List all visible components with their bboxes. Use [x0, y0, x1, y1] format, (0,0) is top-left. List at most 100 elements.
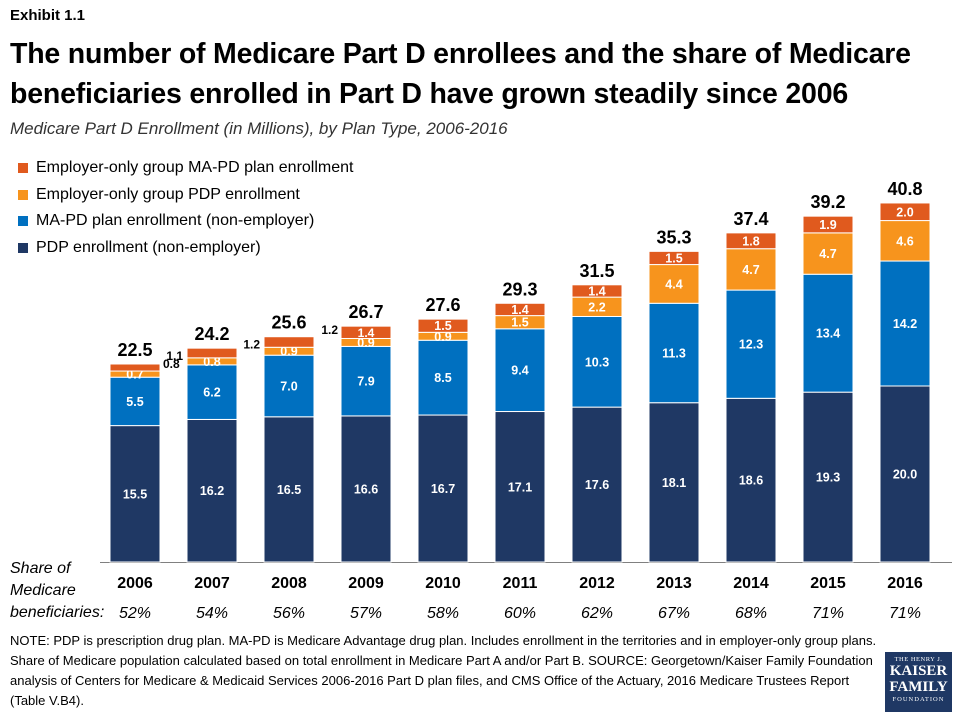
x-tick-label: 2007	[194, 575, 230, 592]
chart-subtitle: Medicare Part D Enrollment (in Millions)…	[10, 119, 508, 138]
total-label: 24.2	[194, 324, 229, 344]
value-label: 0.8	[163, 357, 180, 371]
bar-segment	[494, 302, 546, 317]
bar-segment	[340, 325, 392, 339]
share-value: 71%	[812, 605, 844, 622]
bar-segment	[879, 220, 931, 262]
value-label: 1.1	[166, 349, 183, 363]
share-value: 57%	[350, 605, 382, 622]
x-tick-label: 2010	[425, 575, 461, 592]
legend-swatch	[18, 216, 28, 227]
total-label: 37.4	[733, 209, 768, 229]
legend-item: MA-PD plan enrollment (non-employer)	[18, 208, 353, 235]
total-label: 39.2	[810, 192, 845, 212]
kff-logo: THE HENRY J. KAISER FAMILY FOUNDATION	[885, 652, 952, 712]
share-value: 56%	[273, 605, 305, 622]
value-label: 10.3	[585, 355, 609, 369]
legend: Employer-only group MA-PD plan enrollmen…	[18, 155, 353, 261]
share-value: 62%	[581, 605, 613, 622]
bar-segment	[648, 264, 700, 304]
total-label: 22.5	[117, 340, 152, 360]
value-label: 1.4	[588, 284, 605, 298]
bar-segment	[263, 336, 315, 348]
share-label: Share of Medicare beneficiaries:	[10, 560, 105, 621]
value-label: 18.6	[739, 474, 763, 488]
bar-segment	[494, 328, 546, 413]
value-label: 2.0	[896, 205, 913, 219]
legend-item: Employer-only group MA-PD plan enrollmen…	[18, 155, 353, 182]
value-label: 1.4	[511, 303, 528, 317]
bar-segment	[879, 202, 931, 222]
bar-segment	[725, 232, 777, 250]
legend-swatch	[18, 163, 28, 174]
bar-segment	[494, 411, 546, 563]
value-label: 16.2	[200, 484, 224, 498]
bar-segment	[802, 273, 854, 393]
bar-segment	[417, 414, 469, 563]
x-tick-label: 2009	[348, 575, 384, 592]
bar-segment	[186, 347, 238, 359]
legend-swatch	[18, 242, 28, 253]
value-label: 0.9	[280, 345, 297, 359]
value-label: 1.8	[742, 234, 759, 248]
bar-segment	[879, 260, 931, 387]
value-label: 15.5	[123, 487, 147, 501]
note-source: NOTE: PDP is prescription drug plan. MA-…	[10, 633, 877, 708]
value-label: 4.6	[896, 234, 913, 248]
bar-segment	[417, 339, 469, 416]
value-label: 18.1	[662, 476, 686, 490]
chart-title: The number of Medicare Part D enrollees …	[10, 38, 911, 110]
bar-segment	[725, 289, 777, 399]
total-label: 35.3	[656, 227, 691, 247]
value-label: 1.5	[434, 319, 451, 333]
value-label: 19.3	[816, 471, 840, 485]
value-label: 0.9	[434, 330, 451, 344]
exhibit-label: Exhibit 1.1	[10, 7, 86, 24]
legend-item: Employer-only group PDP enrollment	[18, 182, 353, 209]
bar-segment	[186, 364, 238, 420]
bar-segment	[802, 215, 854, 234]
value-label: 4.7	[819, 247, 836, 261]
bar-segment	[109, 376, 161, 427]
share-value: 68%	[735, 605, 767, 622]
bar-segment	[648, 250, 700, 266]
total-label: 27.6	[425, 295, 460, 315]
x-tick-label: 2006	[117, 575, 153, 592]
value-label: 12.3	[739, 338, 763, 352]
bar-segment	[725, 397, 777, 563]
value-label: 8.5	[434, 371, 451, 385]
value-label: 13.4	[816, 327, 840, 341]
value-label: 1.4	[358, 326, 375, 340]
bar-segment	[109, 425, 161, 563]
value-label: 5.5	[126, 395, 143, 409]
share-value: 58%	[427, 605, 459, 622]
logo-line2a: KAISER	[889, 663, 948, 679]
total-label: 26.7	[348, 302, 383, 322]
value-label: 17.6	[585, 478, 609, 492]
share-value: 67%	[658, 605, 690, 622]
legend-label: PDP enrollment (non-employer)	[36, 238, 261, 256]
value-label: 17.1	[508, 480, 532, 494]
legend-label: Employer-only group PDP enrollment	[36, 185, 300, 203]
total-label: 40.8	[887, 179, 922, 199]
x-tick-label: 2008	[271, 575, 307, 592]
bar-segment	[879, 385, 931, 563]
share-value: 52%	[119, 605, 151, 622]
value-label: 1.5	[665, 251, 682, 265]
bar-segment	[725, 248, 777, 291]
logo-line2b: FAMILY	[889, 679, 948, 695]
bar-segment	[186, 418, 238, 563]
value-label: 1.9	[819, 218, 836, 232]
value-label: 11.3	[662, 347, 686, 361]
value-label: 6.2	[203, 386, 220, 400]
legend-label: Employer-only group MA-PD plan enrollmen…	[36, 159, 354, 177]
x-tick-label: 2013	[656, 575, 692, 592]
legend-item: PDP enrollment (non-employer)	[18, 235, 353, 262]
logo-line1: THE HENRY J.	[894, 656, 943, 663]
value-label: 16.5	[277, 483, 301, 497]
value-label: 16.7	[431, 482, 455, 496]
bar-segment	[417, 318, 469, 333]
logo-line3: FOUNDATION	[892, 696, 945, 703]
x-tick-label: 2012	[579, 575, 615, 592]
bar-segment	[571, 284, 623, 298]
